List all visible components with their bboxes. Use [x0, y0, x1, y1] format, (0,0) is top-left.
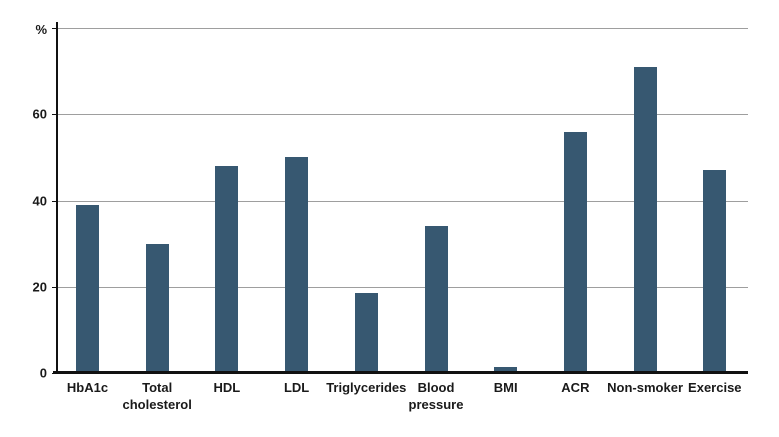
- plot-area: 0 20 40 60%: [33, 23, 748, 380]
- y-tick-40: [52, 200, 57, 202]
- gridline-20: [57, 286, 748, 288]
- bar-hba1c: [76, 204, 99, 373]
- bar-non-smoker: [633, 66, 657, 373]
- x-tick-label-ldl: LDL: [283, 380, 310, 395]
- x-tick-label-exercise: Exercise: [688, 380, 742, 395]
- bar-total-cholesterol: [145, 243, 169, 373]
- x-tick-label-triglycerides: Triglycerides: [326, 380, 407, 395]
- bar-ldl: [285, 157, 309, 373]
- bar-triglycerides: [354, 293, 378, 373]
- y-tick-60: [52, 114, 57, 116]
- y-axis-line: [56, 22, 58, 373]
- y-tick-label-60: 60: [32, 106, 47, 122]
- gridline-60: [57, 114, 748, 116]
- x-tick-label-acr: ACR: [561, 380, 590, 395]
- y-tick-label-0: 0: [39, 365, 47, 381]
- bar-blood-pressure: [424, 226, 448, 373]
- x-axis-line: [53, 371, 748, 374]
- gridline-40: [57, 200, 748, 202]
- y-axis-unit-label: %: [35, 22, 47, 38]
- y-tick-20: [52, 286, 57, 288]
- x-tick-label-total-cholesterol: Total cholesterol: [122, 380, 192, 412]
- x-tick-label-bmi: BMI: [493, 380, 518, 395]
- x-tick-label-hba1c: HbA1c: [66, 380, 109, 395]
- x-tick-label-non-smoker: Non-smoker: [607, 380, 684, 395]
- y-tick-label-40: 40: [32, 193, 47, 208]
- x-tick-label-blood-pressure: Blood pressure: [408, 380, 464, 412]
- y-tick-label-20: 20: [32, 279, 47, 295]
- bar-hdl: [215, 166, 239, 373]
- bar-exercise: [703, 170, 727, 373]
- bar-bmi: [494, 366, 518, 373]
- x-tick-label-hdl: HDL: [213, 380, 241, 395]
- y-tick-80: [52, 28, 57, 29]
- gridline-80: [57, 28, 748, 29]
- bar-acr: [563, 131, 587, 373]
